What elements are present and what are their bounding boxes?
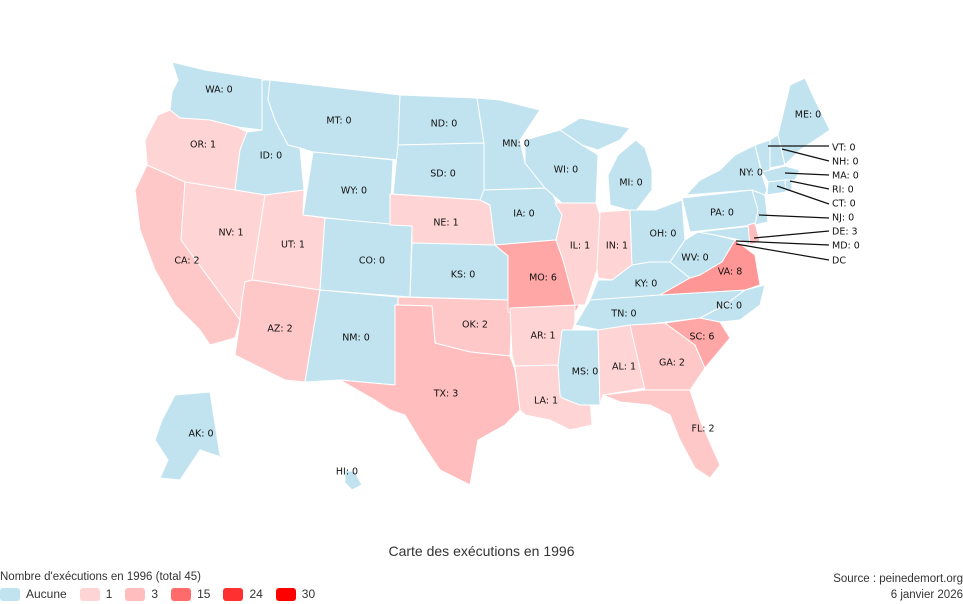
label-DC: DC bbox=[832, 256, 846, 267]
label-AR: AR: 1 bbox=[530, 331, 555, 342]
state-NC[interactable] bbox=[699, 284, 766, 323]
leader-MA bbox=[784, 172, 830, 176]
label-AL: AL: 1 bbox=[612, 362, 636, 373]
legend-item-30[interactable]: 30 bbox=[275, 587, 316, 601]
label-GA: GA: 2 bbox=[659, 358, 685, 369]
legend-item-1[interactable]: 1 bbox=[79, 587, 113, 601]
legend-title: Nombre d'exécutions en 1996 (total 45) bbox=[0, 571, 202, 583]
label-ID: ID: 0 bbox=[260, 151, 282, 162]
label-OK: OK: 2 bbox=[462, 320, 488, 331]
label-NE: NE: 1 bbox=[433, 218, 458, 229]
label-NJ: NJ: 0 bbox=[832, 213, 854, 224]
label-MO: MO: 6 bbox=[529, 273, 557, 284]
state-MD[interactable] bbox=[697, 225, 753, 246]
label-ND: ND: 0 bbox=[431, 119, 458, 130]
label-NH: NH: 0 bbox=[832, 157, 859, 168]
label-KY: KY: 0 bbox=[635, 279, 658, 290]
leader-MD bbox=[735, 240, 830, 246]
legend-item-3[interactable]: 3 bbox=[125, 587, 158, 601]
label-VA: VA: 8 bbox=[718, 267, 743, 278]
state-MI-upper[interactable] bbox=[559, 117, 631, 151]
state-MA[interactable] bbox=[761, 165, 801, 183]
label-LA: LA: 1 bbox=[534, 396, 558, 407]
map-title: Carte des exécutions en 1996 bbox=[388, 543, 575, 559]
source-info: Source : peinedemort.org 6 janvier 2026 bbox=[833, 571, 963, 603]
label-NY: NY: 0 bbox=[739, 168, 763, 179]
label-IL: IL: 1 bbox=[570, 241, 590, 252]
legend-label: 1 bbox=[105, 587, 113, 601]
state-IL[interactable] bbox=[554, 202, 601, 306]
label-CT: CT: 0 bbox=[832, 199, 856, 210]
legend-item-15[interactable]: 15 bbox=[171, 587, 210, 601]
label-MT: MT: 0 bbox=[326, 116, 351, 127]
label-MI: MI: 0 bbox=[619, 178, 642, 189]
legend-swatch bbox=[275, 587, 296, 601]
label-IA: IA: 0 bbox=[513, 209, 534, 220]
source-date: 6 janvier 2026 bbox=[890, 589, 963, 601]
label-FL: FL: 2 bbox=[691, 424, 714, 435]
label-AK: AK: 0 bbox=[189, 429, 214, 440]
legend-label: 3 bbox=[151, 587, 159, 601]
label-TX: TX: 3 bbox=[433, 389, 459, 400]
legend-swatch bbox=[223, 587, 244, 601]
label-OH: OH: 0 bbox=[650, 229, 677, 240]
label-CO: CO: 0 bbox=[359, 256, 385, 267]
leader-NH bbox=[781, 148, 830, 162]
legend: Aucune 1 3 15 24 30 bbox=[0, 587, 328, 601]
label-NC: NC: 0 bbox=[716, 301, 742, 312]
label-WI: WI: 0 bbox=[554, 165, 578, 176]
label-UT: UT: 1 bbox=[281, 240, 305, 251]
label-MD: MD: 0 bbox=[832, 241, 860, 252]
leader-DE bbox=[753, 230, 830, 239]
legend-swatch bbox=[125, 587, 146, 601]
label-HI: HI: 0 bbox=[336, 467, 358, 478]
label-OR: OR: 1 bbox=[190, 140, 216, 151]
label-ME: ME: 0 bbox=[795, 110, 821, 121]
legend-item-24[interactable]: 24 bbox=[223, 587, 263, 601]
state-ME[interactable] bbox=[777, 77, 831, 166]
label-CA: CA: 2 bbox=[174, 256, 199, 267]
legend-item-none[interactable]: Aucune bbox=[0, 587, 67, 601]
leader-CT bbox=[776, 185, 830, 205]
legend-label: 15 bbox=[197, 587, 211, 601]
label-MS: MS: 0 bbox=[572, 367, 599, 378]
label-SD: SD: 0 bbox=[430, 169, 456, 180]
label-NV: NV: 1 bbox=[218, 228, 243, 239]
label-TN: TN: 0 bbox=[610, 309, 636, 320]
legend-swatch bbox=[0, 587, 20, 601]
legend-swatch bbox=[171, 587, 192, 601]
state-HI[interactable] bbox=[344, 469, 363, 491]
state-TX[interactable] bbox=[339, 304, 521, 486]
label-SC: SC: 6 bbox=[690, 332, 715, 343]
us-executions-map: WA: 0 OR: 1 CA: 2 ID: 0 NV: 1 UT: 1 AZ: … bbox=[134, 61, 860, 491]
label-PA: PA: 0 bbox=[710, 208, 734, 219]
label-AZ: AZ: 2 bbox=[267, 324, 292, 335]
leader-DC bbox=[735, 243, 830, 261]
legend-swatch bbox=[79, 587, 100, 601]
label-RI: RI: 0 bbox=[832, 185, 854, 196]
label-VT: VT: 0 bbox=[832, 143, 856, 154]
state-VA[interactable] bbox=[659, 239, 761, 296]
label-NM: NM: 0 bbox=[342, 333, 370, 344]
state-MI[interactable] bbox=[607, 139, 653, 213]
legend-label: 30 bbox=[301, 587, 316, 601]
label-KS: KS: 0 bbox=[451, 270, 476, 281]
label-WA: WA: 0 bbox=[205, 85, 232, 96]
source-text: Source : peinedemort.org bbox=[833, 573, 963, 585]
label-WV: WV: 0 bbox=[681, 253, 708, 264]
leader-NJ bbox=[758, 214, 830, 219]
label-WY: WY: 0 bbox=[341, 186, 367, 197]
label-MN: MN: 0 bbox=[502, 139, 530, 150]
state-AK[interactable] bbox=[154, 391, 251, 481]
state-FL[interactable] bbox=[602, 389, 721, 479]
state-AL[interactable] bbox=[597, 324, 646, 406]
label-MA: MA: 0 bbox=[832, 171, 859, 182]
leader-RI bbox=[789, 180, 830, 190]
label-IN: IN: 1 bbox=[606, 241, 628, 252]
label-DE: DE: 3 bbox=[832, 227, 858, 238]
legend-label: Aucune bbox=[26, 587, 67, 601]
legend-label: 24 bbox=[249, 587, 263, 601]
